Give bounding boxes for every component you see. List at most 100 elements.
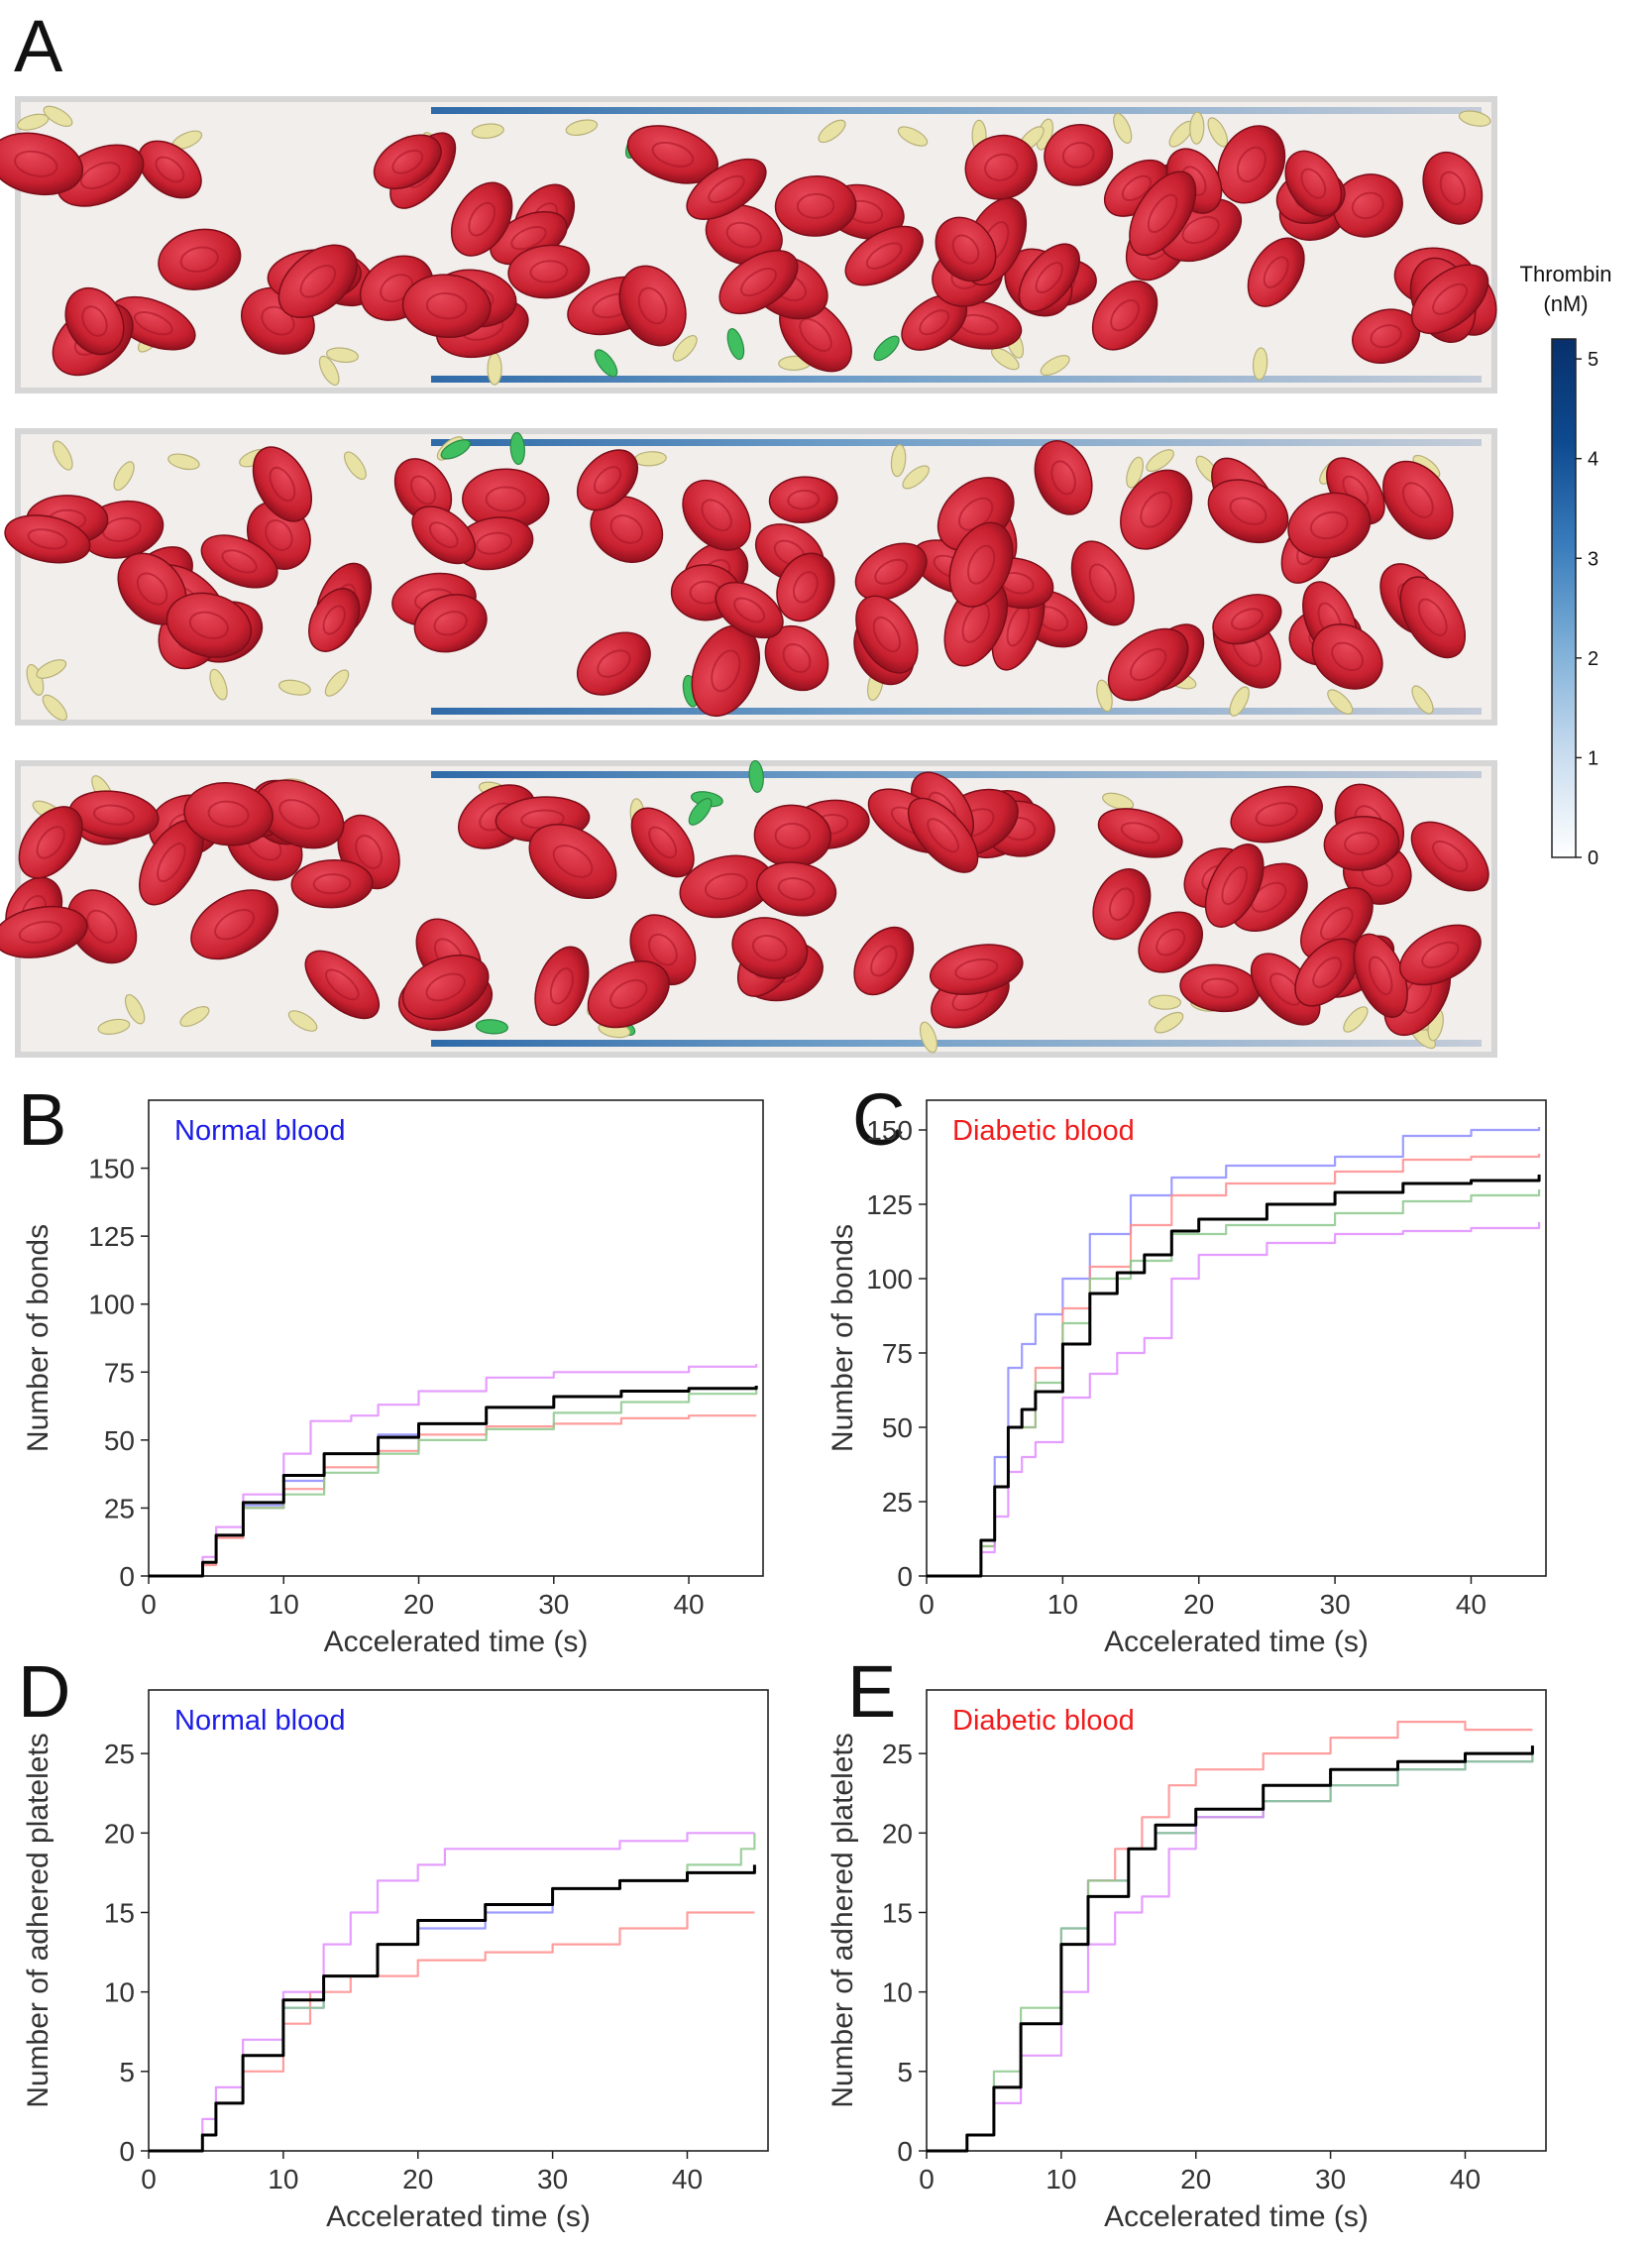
platelet (919, 1021, 938, 1054)
series-line-mean (149, 1864, 756, 2153)
red-blood-cell (853, 926, 915, 996)
red-blood-cell-dimple (468, 201, 496, 237)
red-blood-cell (373, 134, 442, 190)
chart-annotation: Diabetic blood (952, 1705, 1135, 1737)
activated-platelet (509, 431, 525, 466)
red-blood-cell-dimple (1263, 256, 1289, 288)
y-tick-label: 0 (119, 2136, 135, 2167)
red-blood-cell (158, 228, 242, 290)
platelet (565, 119, 599, 137)
platelet (277, 679, 311, 696)
red-blood-cell-dimple (214, 908, 256, 941)
red-blood-cell-dimple (1221, 865, 1249, 906)
red-blood-cell-dimple (221, 549, 258, 574)
red-blood-cell-dimple (1432, 840, 1469, 873)
red-blood-cell-dimple (79, 162, 121, 190)
red-blood-cell-dimple (1181, 215, 1220, 245)
red-blood-cell-dimple (1229, 497, 1267, 525)
red-blood-cell-dimple (1140, 491, 1173, 528)
red-blood-cell-dimple (269, 466, 296, 503)
y-tick-label: 10 (882, 1977, 913, 2008)
red-blood-cell (1207, 479, 1289, 544)
red-blood-cell (1323, 816, 1400, 871)
red-blood-cell-body (308, 588, 361, 652)
red-blood-cell-body (1091, 280, 1158, 351)
red-blood-cell-body (1410, 264, 1489, 335)
reactive-wall-bottom (431, 1040, 1482, 1047)
chart-annotation: Diabetic blood (952, 1115, 1135, 1147)
red-blood-cell (1311, 623, 1383, 690)
red-blood-cell-dimple (278, 799, 321, 830)
reactive-wall-top (431, 771, 1482, 778)
x-tick-label: 10 (1046, 2164, 1076, 2194)
x-axis-label: Accelerated time (s) (1104, 1626, 1369, 1658)
red-blood-cell-dimple (951, 234, 980, 265)
red-blood-cell-body (686, 158, 767, 220)
y-tick-label: 50 (104, 1425, 135, 1456)
red-blood-cell-dimple (704, 872, 748, 901)
red-blood-cell-body (1410, 821, 1489, 892)
red-blood-cell (138, 140, 202, 199)
red-blood-cell-dimple (1269, 972, 1302, 1006)
red-blood-cell (190, 889, 279, 960)
x-tick-label: 10 (268, 2164, 298, 2194)
red-blood-cell-body (1287, 492, 1372, 559)
platelet (287, 1010, 318, 1032)
platelet (1189, 111, 1205, 145)
platelet (318, 355, 340, 387)
plot-frame (926, 1689, 1547, 2152)
red-blood-cell (1410, 264, 1489, 335)
colorbar-gradient (1551, 338, 1577, 858)
simulation-channel-2 (4, 428, 1497, 726)
red-blood-cell (4, 514, 91, 564)
red-blood-cell (1398, 924, 1482, 986)
y-tick-label: 100 (866, 1264, 913, 1294)
x-tick-label: 30 (538, 1589, 569, 1620)
x-tick-label: 0 (919, 2164, 935, 2194)
red-blood-cell-dimple (1401, 482, 1434, 518)
y-tick-label: 25 (104, 1493, 135, 1523)
red-blood-cell-dimple (1121, 174, 1153, 201)
platelet (124, 993, 146, 1025)
red-blood-cell (755, 861, 837, 917)
platelet (36, 659, 67, 679)
red-blood-cell-dimple (774, 822, 812, 849)
x-tick-label: 10 (269, 1589, 299, 1620)
red-blood-cell-body (1129, 170, 1197, 257)
red-blood-cell (929, 944, 1024, 995)
red-blood-cell-body (1323, 816, 1400, 871)
red-blood-cell-body (4, 514, 91, 564)
red-blood-cell (1138, 911, 1203, 973)
red-blood-cell-dimple (637, 286, 668, 325)
platelet (1252, 347, 1268, 381)
y-tick-label: 150 (88, 1154, 135, 1184)
red-blood-cell-body (1399, 576, 1467, 659)
y-tick-label: 25 (882, 1487, 913, 1518)
red-blood-cell-dimple (1370, 324, 1402, 349)
red-blood-cell-dimple (1421, 941, 1460, 969)
red-blood-cell-body (587, 959, 670, 1029)
y-axis-label: Number of adhered platelets (22, 1733, 55, 2108)
red-blood-cell (401, 955, 490, 1020)
platelet (1207, 117, 1229, 148)
red-blood-cell-dimple (1050, 460, 1076, 496)
red-blood-cell-body (401, 274, 492, 339)
red-blood-cell-body (66, 889, 138, 964)
red-blood-cell-dimple (1088, 563, 1117, 604)
red-blood-cell-dimple (155, 156, 185, 183)
red-blood-cell-body (1207, 479, 1289, 544)
platelet (325, 347, 360, 364)
red-blood-cell (753, 804, 831, 868)
red-blood-cell (844, 225, 924, 286)
red-blood-cell (718, 250, 799, 315)
red-blood-cell (1018, 243, 1080, 312)
red-blood-cell-body (731, 917, 809, 979)
red-blood-cell (413, 594, 488, 653)
red-blood-cell-dimple (1120, 822, 1160, 844)
red-blood-cell (576, 449, 639, 511)
y-tick-label: 5 (119, 2057, 135, 2087)
red-blood-cell-dimple (984, 153, 1019, 181)
red-blood-cell-dimple (725, 221, 762, 249)
red-blood-cell-dimple (355, 835, 384, 869)
series-line-mean (927, 1175, 1541, 1578)
